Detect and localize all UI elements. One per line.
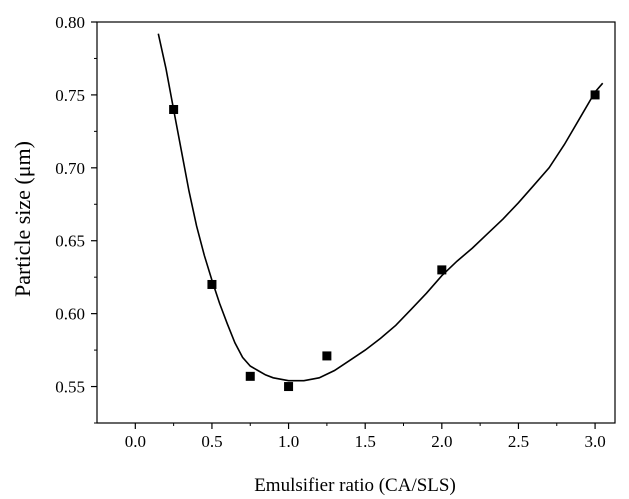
fit-curve-line (157, 33, 604, 382)
plot-frame (96, 21, 616, 424)
x-tick-label: 0.0 (125, 432, 146, 451)
x-tick-label: 1.5 (355, 432, 376, 451)
data-points (169, 90, 600, 392)
x-tick-label: 2.5 (508, 432, 529, 451)
x-tick-label: 0.5 (201, 432, 222, 451)
x-tick-label: 1.0 (278, 432, 299, 451)
data-point (590, 90, 600, 100)
data-point (207, 279, 217, 289)
y-axis-ticks: 0.55 0.60 0.65 0.70 0.75 0.80 (55, 13, 97, 424)
x-axis-ticks: 0.0 0.5 1.0 1.5 2.0 2.5 3.0 (125, 423, 606, 451)
plot-border (96, 21, 616, 424)
data-point (169, 104, 179, 114)
data-point (245, 371, 255, 381)
x-tick-label: 3.0 (584, 432, 605, 451)
y-tick-label: 0.55 (55, 378, 85, 397)
fit-curve (157, 33, 604, 382)
y-tick-label: 0.80 (55, 13, 85, 32)
x-tick-label: 2.0 (431, 432, 452, 451)
data-point (437, 265, 447, 275)
y-tick-label: 0.60 (55, 305, 85, 324)
y-tick-label: 0.70 (55, 159, 85, 178)
y-tick-label: 0.75 (55, 86, 85, 105)
y-axis-label: Particle size (μm) (10, 141, 35, 297)
y-tick-label: 0.65 (55, 232, 85, 251)
data-point (322, 351, 332, 361)
data-point (284, 382, 294, 392)
x-axis-label: Emulsifier ratio (CA/SLS) (254, 475, 456, 496)
